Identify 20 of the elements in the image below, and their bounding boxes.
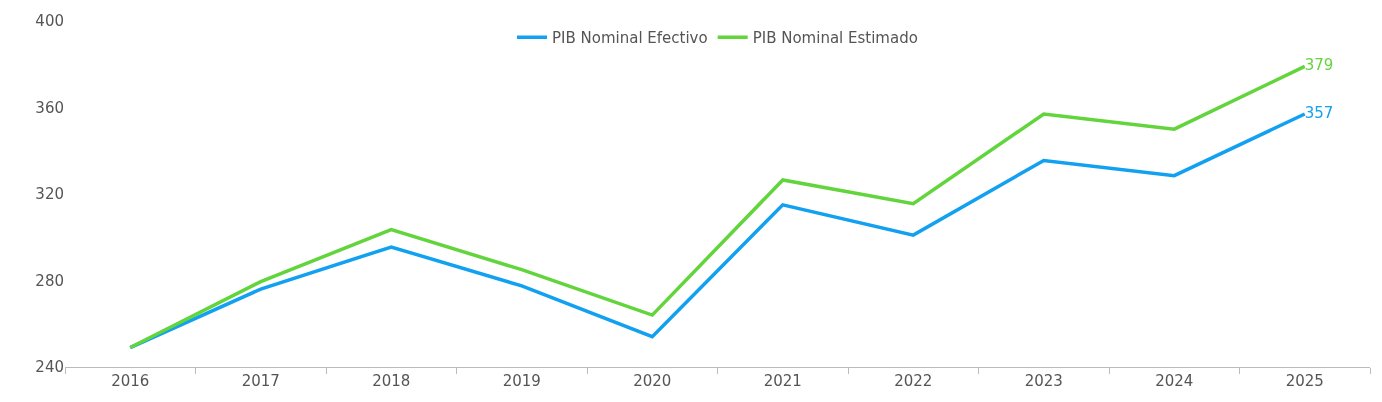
x-tick-label: 2021 [763,372,802,390]
x-tick-label: 2018 [372,372,411,390]
x-tick-label: 2022 [894,372,933,390]
x-tick-label: 2024 [1155,372,1194,390]
x-tick-label: 2016 [111,372,150,390]
data-label: 379 [1304,56,1334,75]
y-tick-label: 360 [35,98,64,117]
x-tick-label: 2020 [633,372,672,390]
x-tick-label: 2017 [241,372,280,390]
y-tick-label: 240 [35,358,64,377]
x-tick-label: 2023 [1024,372,1063,390]
legend-label: PIB Nominal Estimado [752,29,918,48]
data-label: 357 [1304,103,1334,122]
x-tick-label: 2025 [1285,372,1324,390]
line-series [128,64,1307,350]
legend-label: PIB Nominal Efectivo [552,29,708,48]
y-tick-label: 320 [35,185,64,204]
y-tick-label: 400 [35,12,64,31]
y-tick-label: 280 [35,271,64,290]
x-tick-label: 2019 [502,372,541,390]
